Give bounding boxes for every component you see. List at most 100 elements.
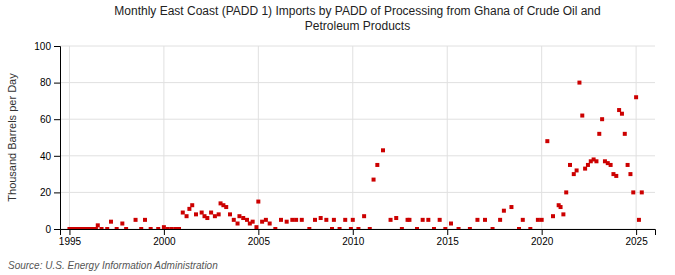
title: Monthly East Coast (PADD 1) Imports by P… — [114, 4, 600, 33]
source: Source: U.S. Energy Information Administ… — [8, 260, 218, 271]
point — [156, 227, 160, 229]
point — [349, 227, 353, 229]
y-axis-line — [54, 47, 61, 230]
point — [187, 207, 191, 211]
point — [228, 212, 232, 216]
y-tick-label: 100 — [34, 41, 51, 52]
point — [356, 227, 360, 229]
x-axis-line — [61, 230, 656, 236]
point — [343, 218, 347, 222]
point — [609, 163, 613, 167]
point — [124, 227, 128, 229]
y-grid-line — [60, 155, 655, 156]
point — [394, 216, 398, 220]
point — [264, 218, 268, 222]
x-grid-line — [163, 46, 164, 229]
point — [528, 227, 532, 229]
point — [491, 227, 495, 229]
title-line: Petroleum Products — [305, 19, 410, 33]
y-tick: 60 — [40, 114, 60, 125]
point — [620, 112, 624, 116]
point — [443, 227, 447, 229]
point — [407, 218, 411, 222]
point — [438, 218, 442, 222]
y-tick-label: 20 — [40, 187, 52, 198]
chart: 1995200020052010201520202025020406080100… — [0, 0, 675, 275]
point — [232, 218, 236, 222]
point — [637, 218, 641, 222]
y-tick: 80 — [40, 77, 60, 88]
point — [162, 225, 166, 229]
point — [313, 218, 317, 222]
point — [279, 218, 283, 222]
point — [426, 218, 430, 222]
grid — [60, 46, 655, 229]
point — [572, 172, 576, 176]
y-tick-label: 0 — [45, 224, 51, 235]
y-grid-line — [60, 82, 655, 83]
point — [626, 163, 630, 167]
point — [169, 227, 173, 229]
point — [540, 218, 544, 222]
point — [475, 218, 479, 222]
point — [290, 218, 294, 222]
point — [583, 167, 587, 171]
x-tick-mark — [69, 229, 70, 235]
x-axis: 1995200020052010201520202025 — [59, 229, 656, 247]
point — [468, 227, 472, 229]
point — [415, 227, 419, 229]
x-grid-line — [352, 46, 353, 229]
point — [551, 214, 555, 218]
x-tick: 2010 — [342, 229, 365, 247]
x-grid-line — [636, 46, 637, 229]
y-grid-line — [60, 46, 655, 47]
point — [245, 218, 249, 222]
point — [173, 227, 177, 229]
x-tick-mark — [164, 229, 165, 235]
x-tick-mark — [353, 229, 354, 235]
title-line: Monthly East Coast (PADD 1) Imports by P… — [114, 4, 600, 18]
point — [536, 218, 540, 222]
x-tick-label: 2025 — [625, 236, 648, 247]
point — [200, 211, 204, 215]
x-tick: 2005 — [248, 229, 271, 247]
y-tick-label: 80 — [40, 77, 52, 88]
x-tick-label: 1995 — [59, 236, 82, 247]
point — [177, 227, 181, 229]
point — [640, 190, 644, 194]
point — [381, 148, 385, 152]
point — [185, 214, 189, 218]
point — [260, 220, 264, 224]
point — [600, 117, 604, 121]
x-tick-mark — [636, 229, 637, 235]
point — [105, 227, 109, 229]
point — [256, 200, 260, 204]
point — [594, 159, 598, 163]
point — [362, 214, 366, 218]
point — [498, 218, 502, 222]
point — [273, 227, 277, 229]
point — [205, 216, 209, 220]
x-tick-label: 2000 — [153, 236, 176, 247]
point — [568, 163, 572, 167]
x-tick-label: 2010 — [342, 236, 365, 247]
point — [449, 222, 453, 226]
y-tick-mark — [54, 192, 60, 193]
point — [241, 216, 245, 220]
point — [575, 168, 579, 172]
x-tick: 2000 — [153, 229, 176, 247]
point — [564, 190, 568, 194]
point — [483, 218, 487, 222]
point — [324, 218, 328, 222]
point — [209, 211, 213, 215]
point — [139, 227, 143, 229]
point — [628, 172, 632, 176]
point — [236, 222, 240, 226]
y-axis-title: Thousand Barrels per Day — [6, 73, 18, 202]
point — [251, 220, 255, 224]
point — [120, 222, 124, 226]
point — [561, 212, 565, 216]
y-tick-mark — [54, 229, 60, 230]
point — [623, 132, 627, 136]
point — [559, 205, 563, 209]
